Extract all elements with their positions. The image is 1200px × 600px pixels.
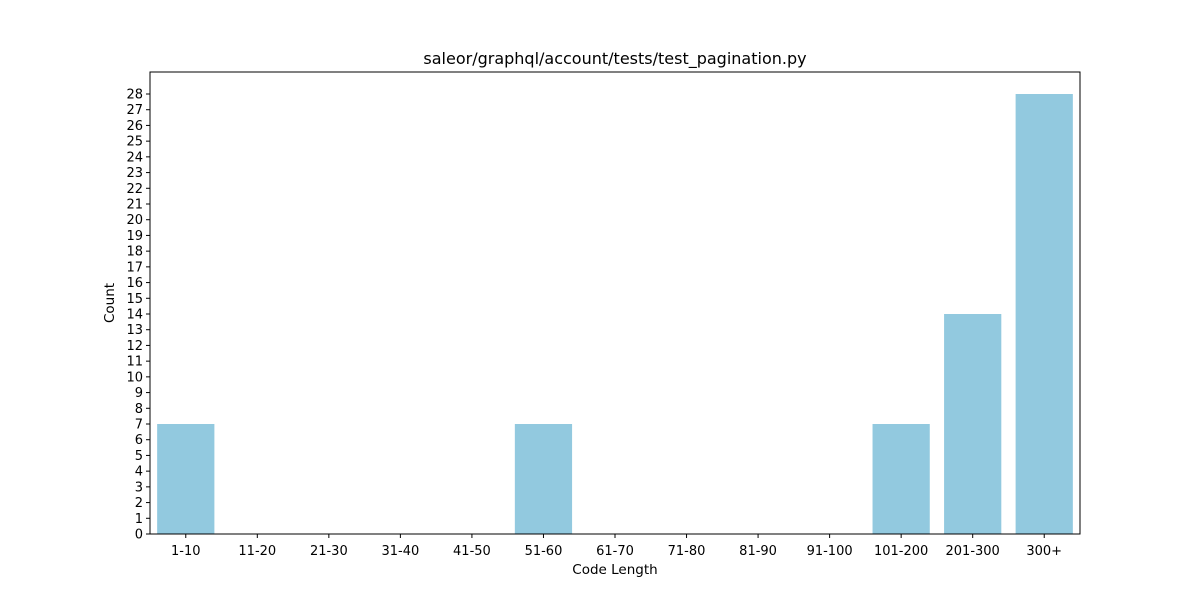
bar-300+: [1015, 94, 1073, 534]
x-tick-label: 300+: [1026, 544, 1062, 559]
y-tick-label: 3: [135, 480, 143, 495]
x-tick-label: 41-50: [453, 544, 491, 559]
x-tick-label: 21-30: [310, 544, 348, 559]
y-tick-label: 6: [135, 433, 143, 448]
y-tick-label: 18: [126, 245, 143, 260]
y-tick-label: 1: [135, 512, 143, 527]
bar-201-300: [944, 314, 1002, 534]
y-tick-label: 26: [126, 119, 143, 134]
plot-frame: [149, 71, 1081, 535]
y-tick-label: 27: [126, 103, 143, 118]
y-tick-label: 9: [135, 386, 143, 401]
x-tick-label: 1-10: [171, 544, 201, 559]
x-axis-label: Code Length: [572, 562, 657, 578]
x-tick-label: 201-300: [946, 544, 1000, 559]
y-tick-label: 28: [126, 88, 143, 103]
y-tick-label: 13: [126, 323, 143, 338]
y-axis-ticks: 0123456789101112131415161718192021222324…: [126, 88, 150, 543]
y-axis-label: Count: [102, 283, 118, 323]
x-tick-label: 91-100: [807, 544, 853, 559]
chart-title: saleor/graphql/account/tests/test_pagina…: [423, 49, 806, 69]
y-tick-label: 16: [126, 276, 143, 291]
x-tick-label: 51-60: [525, 544, 563, 559]
y-tick-label: 12: [126, 339, 143, 354]
y-tick-label: 8: [135, 402, 143, 417]
y-tick-label: 14: [126, 308, 143, 323]
y-tick-label: 23: [126, 166, 143, 181]
y-tick-label: 17: [126, 260, 143, 275]
y-tick-label: 0: [135, 528, 143, 543]
bar-101-200: [872, 424, 930, 534]
y-tick-label: 20: [126, 213, 143, 228]
x-axis-ticks: 1-10 11-20 21-30 31-40 41-50 51-60 61-70 71-80 8…: [171, 534, 1062, 559]
x-tick-label: 71-80: [668, 544, 706, 559]
y-tick-label: 24: [126, 150, 143, 165]
y-tick-label: 7: [135, 418, 143, 433]
y-tick-label: 25: [126, 135, 143, 150]
y-tick-label: 22: [126, 182, 143, 197]
x-tick-label: 11-20: [238, 544, 276, 559]
y-tick-label: 2: [135, 496, 143, 511]
y-tick-label: 11: [126, 355, 143, 370]
y-tick-label: 15: [126, 292, 143, 307]
x-tick-label: 31-40: [381, 544, 419, 559]
x-tick-label: 101-200: [874, 544, 928, 559]
bar-51-60: [514, 424, 573, 534]
y-tick-label: 5: [135, 449, 143, 464]
y-tick-label: 21: [126, 198, 143, 213]
bar-1-10: [157, 424, 215, 534]
bars-group: [157, 94, 1073, 534]
y-tick-label: 10: [126, 370, 143, 385]
x-tick-label: 61-70: [596, 544, 634, 559]
y-tick-label: 19: [126, 229, 143, 244]
y-tick-label: 4: [135, 465, 143, 480]
x-tick-label: 81-90: [739, 544, 777, 559]
